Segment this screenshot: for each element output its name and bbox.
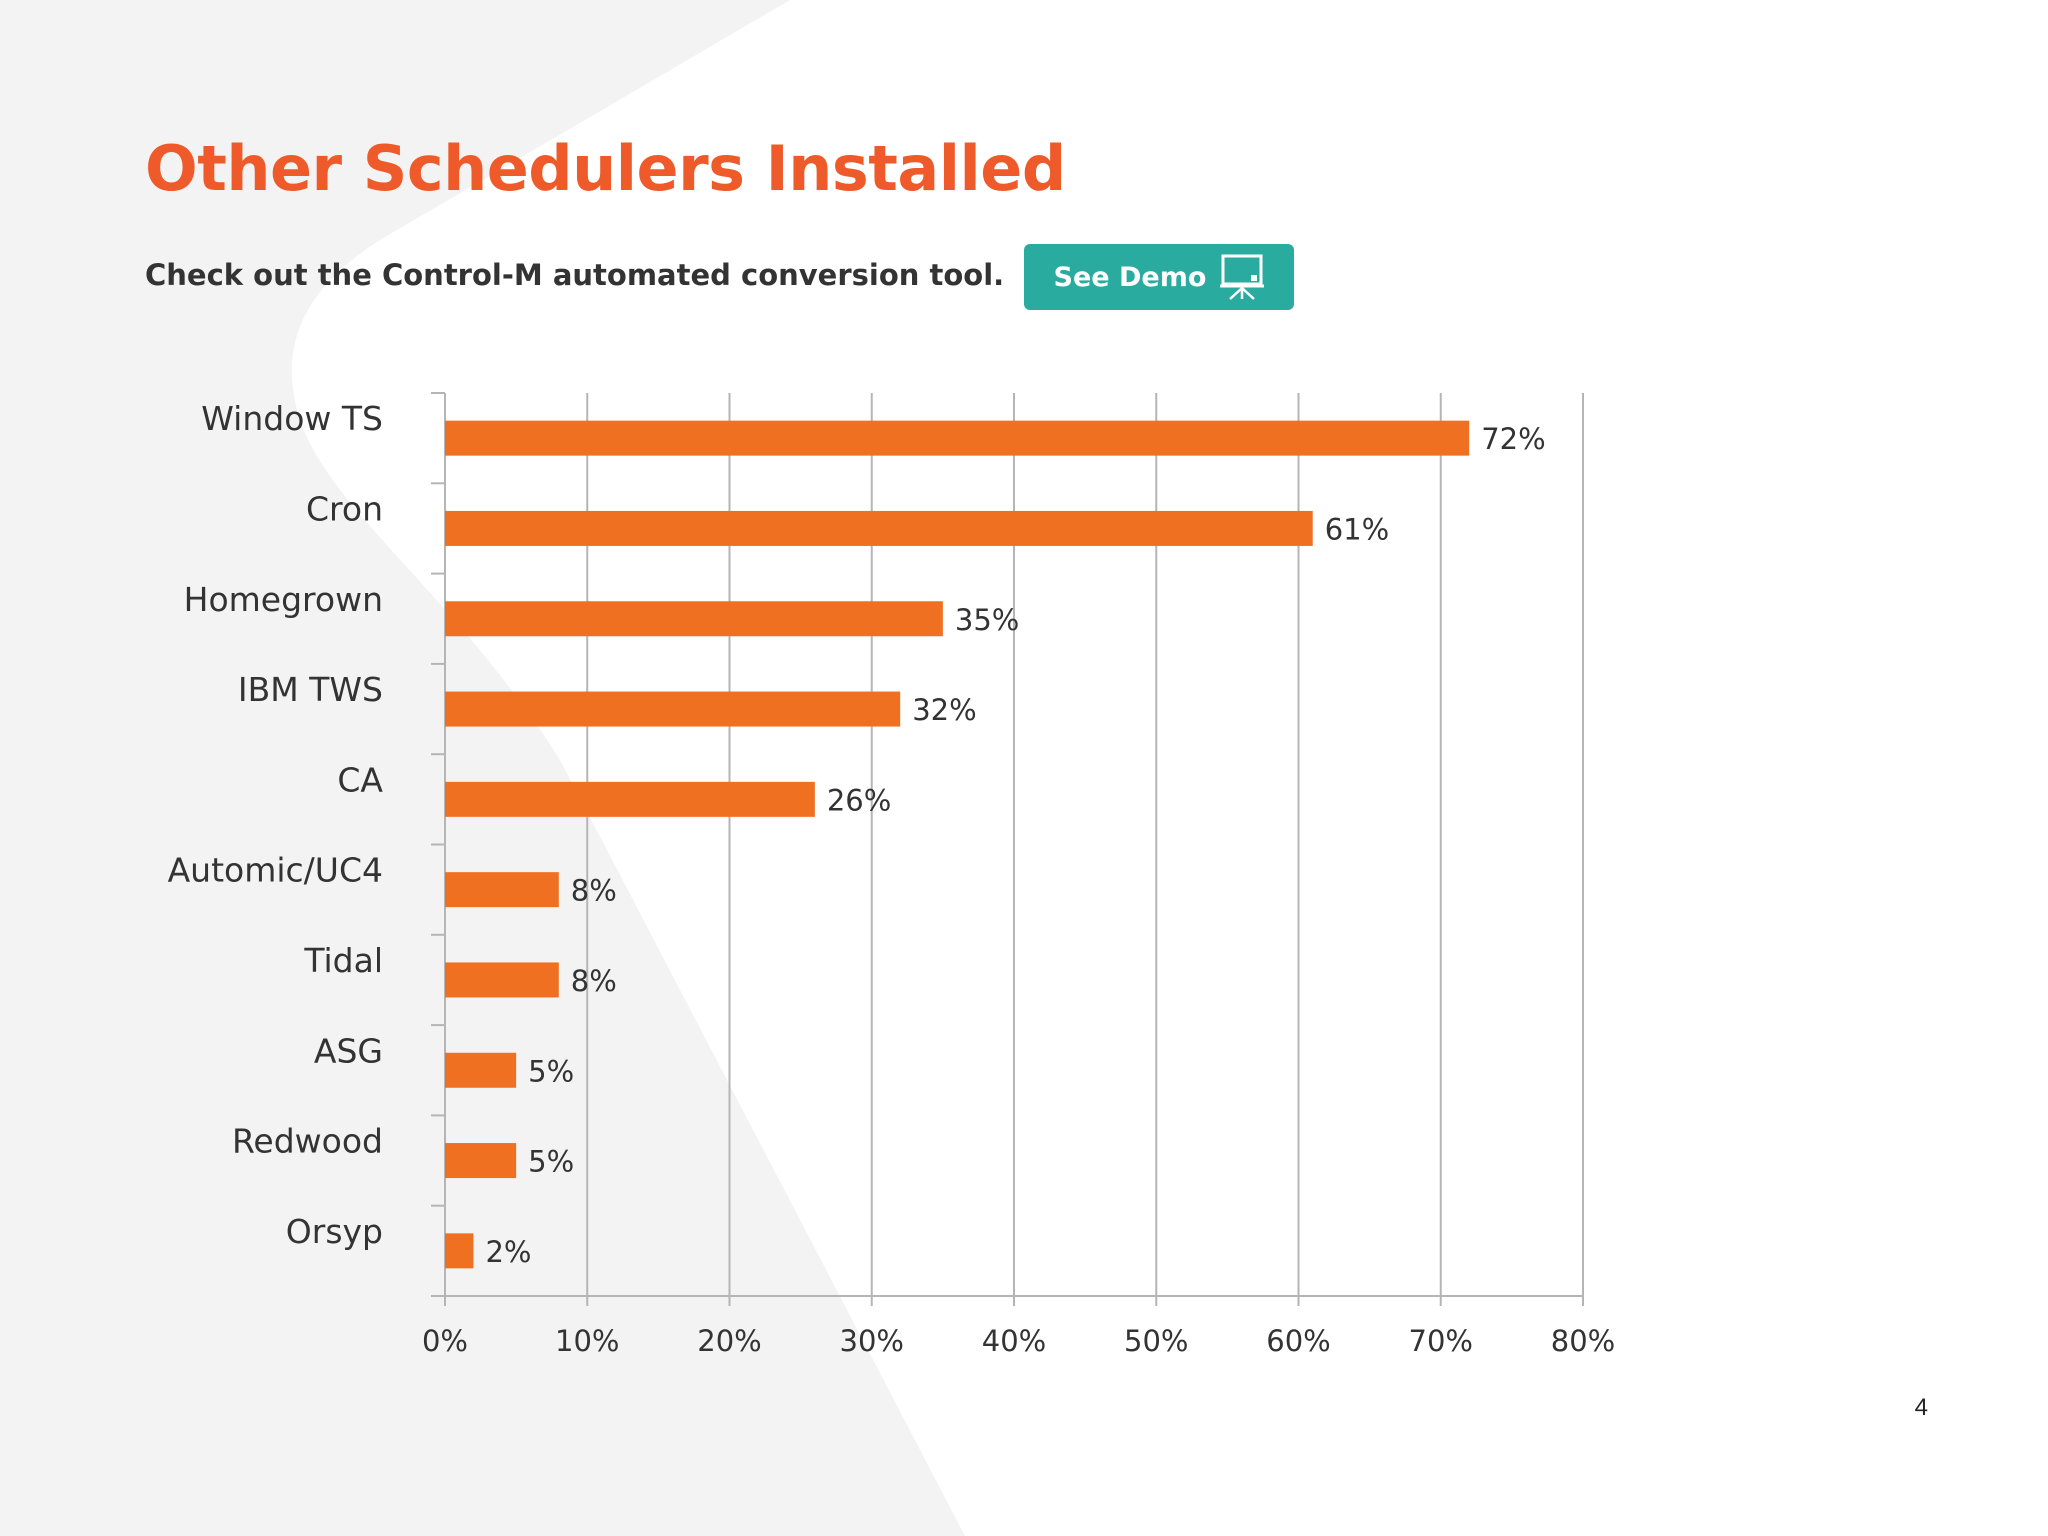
x-tick-label: 0% [422, 1324, 468, 1358]
see-demo-label: See Demo [1053, 261, 1207, 293]
x-tick-label: 30% [840, 1324, 904, 1358]
category-label: Tidal [303, 941, 383, 980]
x-tick-label: 50% [1124, 1324, 1188, 1358]
value-label: 72% [1481, 422, 1545, 456]
category-label: Window TS [201, 399, 383, 438]
value-label: 2% [485, 1235, 531, 1269]
category-label: ASG [314, 1031, 383, 1070]
x-tick-label: 20% [697, 1324, 761, 1358]
category-label: Cron [306, 489, 383, 528]
bar [445, 1052, 517, 1088]
x-tick-label: 10% [555, 1324, 619, 1358]
bar [445, 1233, 474, 1269]
bar [445, 601, 943, 637]
bar [445, 420, 1470, 456]
bar [445, 781, 815, 817]
x-tick-label: 70% [1409, 1324, 1473, 1358]
page-title: Other Schedulers Installed [145, 132, 1066, 205]
value-label: 26% [827, 783, 891, 817]
presentation-board-icon [1220, 253, 1265, 301]
category-label: Homegrown [184, 580, 383, 619]
value-label: 61% [1325, 512, 1389, 546]
value-label: 32% [912, 693, 976, 727]
see-demo-button[interactable]: See Demo [1024, 244, 1294, 310]
value-label: 5% [528, 1145, 574, 1179]
x-tick-label: 40% [982, 1324, 1046, 1358]
category-label: Automic/UC4 [168, 851, 383, 890]
x-tick-label: 60% [1266, 1324, 1330, 1358]
bar [445, 510, 1313, 546]
bar [445, 872, 559, 908]
category-label: CA [337, 760, 383, 799]
value-label: 8% [571, 964, 617, 998]
bar [445, 1143, 517, 1179]
value-label: 8% [571, 874, 617, 908]
bar [445, 691, 901, 727]
page-number: 4 [1914, 1394, 1928, 1421]
subtitle: Check out the Control-M automated conver… [145, 258, 1005, 292]
value-label: 35% [955, 603, 1019, 637]
x-tick-label: 80% [1551, 1324, 1615, 1358]
category-label: Orsyp [286, 1212, 383, 1251]
value-label: 5% [528, 1054, 574, 1088]
bar [445, 962, 559, 998]
category-label: IBM TWS [238, 670, 383, 709]
category-label: Redwood [232, 1122, 383, 1161]
